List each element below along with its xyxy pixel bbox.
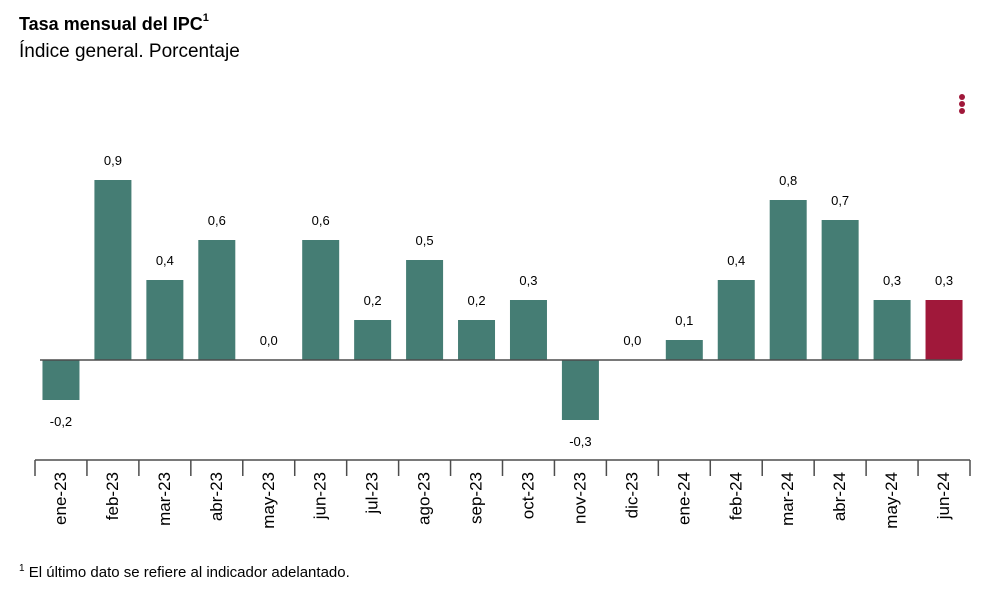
bar[interactable]: [458, 320, 496, 360]
footnote: 1 El último dato se refiere al indicador…: [19, 563, 350, 581]
x-tick-label: jun-23: [311, 472, 330, 520]
chart-title-text: Tasa mensual del IPC: [19, 14, 203, 34]
x-tick-label: abr-23: [207, 472, 226, 521]
menu-dot: [959, 101, 965, 107]
x-tick-label: jul-23: [363, 472, 382, 515]
data-label: 0,3: [883, 273, 901, 288]
more-options-icon[interactable]: [955, 94, 969, 118]
menu-dot: [959, 108, 965, 114]
data-label: 0,4: [727, 253, 745, 268]
data-label: -0,3: [569, 434, 591, 449]
x-tick-label: mar-24: [778, 472, 797, 526]
footnote-mark: 1: [19, 563, 25, 574]
x-tick-label: ago-23: [415, 472, 434, 525]
data-label: 0,3: [519, 273, 537, 288]
data-label: 0,6: [312, 213, 330, 228]
x-tick-label: jun-24: [934, 472, 953, 520]
bar[interactable]: [302, 240, 340, 360]
data-label: 0,2: [467, 293, 485, 308]
x-tick-label: sep-23: [467, 472, 486, 524]
x-tick-label: may-24: [882, 472, 901, 529]
chart-title: Tasa mensual del IPC1: [19, 12, 209, 35]
menu-dot: [959, 94, 965, 100]
x-tick-label: feb-24: [726, 472, 745, 520]
data-label: 0,5: [416, 233, 434, 248]
x-tick-label: nov-23: [570, 472, 589, 524]
data-label: -0,2: [50, 414, 72, 429]
data-label: 0,2: [364, 293, 382, 308]
x-tick-label: ene-24: [674, 472, 693, 525]
data-label: 0,7: [831, 193, 849, 208]
bar[interactable]: [873, 300, 911, 360]
bar[interactable]: [769, 200, 807, 360]
data-label: 0,0: [623, 333, 641, 348]
data-label: 0,4: [156, 253, 174, 268]
bar[interactable]: [406, 260, 444, 360]
bar[interactable]: [561, 360, 599, 420]
bar-chart: -0,2 0,9 0,4 0,6 0,0 0,6 0,2 0,5 0,2 0,3 -0,3 0,0 0,…: [34, 153, 971, 529]
bar[interactable]: [509, 300, 547, 360]
title-footnote-mark: 1: [202, 12, 209, 24]
data-label: 0,9: [104, 153, 122, 168]
bar[interactable]: [717, 280, 755, 360]
bar[interactable]: [925, 300, 963, 360]
x-tick-label: ene-23: [51, 472, 70, 525]
chart-subtitle: Índice general. Porcentaje: [19, 41, 240, 62]
bar[interactable]: [146, 280, 184, 360]
x-tick-label: feb-23: [103, 472, 122, 520]
data-label: 0,6: [208, 213, 226, 228]
data-label: 0,8: [779, 173, 797, 188]
data-label: 0,3: [935, 273, 953, 288]
footnote-text: El último dato se refiere al indicador a…: [28, 564, 350, 581]
data-label: 0,0: [260, 333, 278, 348]
x-tick-label: abr-24: [830, 472, 849, 521]
x-tick-label: may-23: [259, 472, 278, 529]
bar[interactable]: [665, 340, 703, 360]
x-tick-label: oct-23: [518, 472, 537, 519]
bar[interactable]: [354, 320, 392, 360]
data-label: 0,1: [675, 313, 693, 328]
x-tick-label: dic-23: [622, 472, 641, 518]
x-tick-label: mar-23: [155, 472, 174, 526]
bar[interactable]: [94, 180, 132, 360]
bar[interactable]: [821, 220, 859, 360]
bar[interactable]: [42, 360, 80, 400]
bar[interactable]: [198, 240, 236, 360]
